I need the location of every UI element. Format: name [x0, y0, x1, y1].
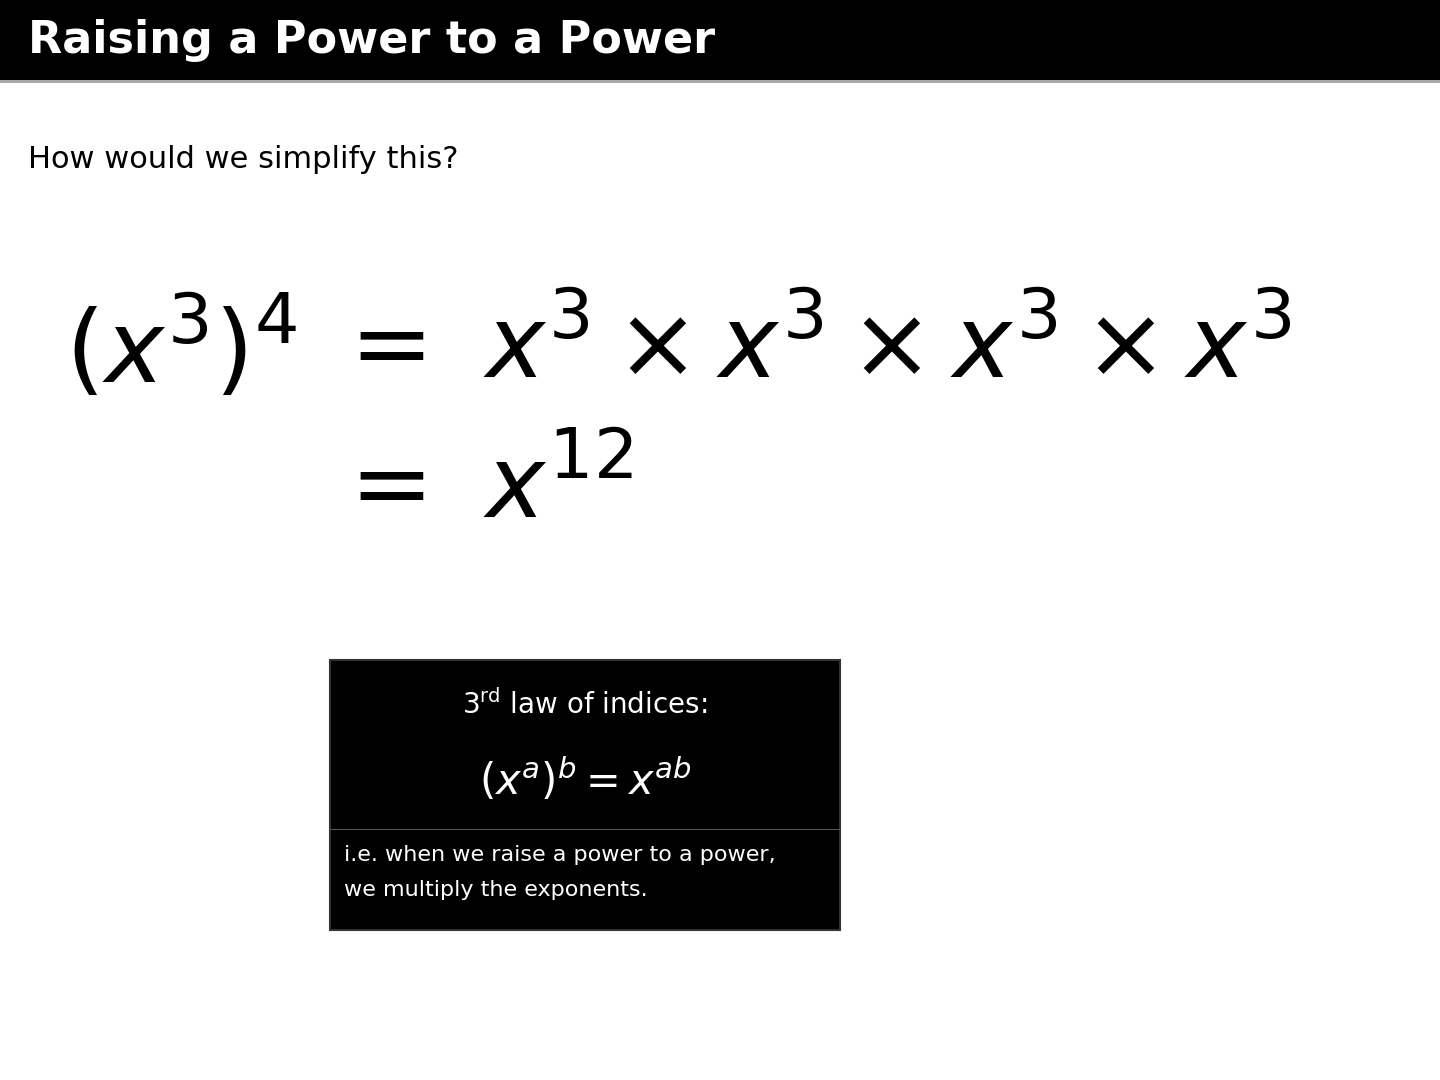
- Text: Raising a Power to a Power: Raising a Power to a Power: [27, 18, 716, 62]
- Text: we multiply the exponents.: we multiply the exponents.: [344, 880, 648, 900]
- Text: i.e. when we raise a power to a power,: i.e. when we raise a power to a power,: [344, 845, 776, 865]
- Text: $\mathit{(x^3)^4}$: $\mathit{(x^3)^4}$: [65, 296, 298, 404]
- Text: How would we simplify this?: How would we simplify this?: [27, 146, 458, 175]
- Text: $\mathbf{\mathit{(x^a)^b}} = \mathbf{\mathit{x^{ab}}}$: $\mathbf{\mathit{(x^a)^b}} = \mathbf{\ma…: [478, 756, 691, 805]
- Bar: [330, 660, 840, 930]
- Bar: [0, 0, 1440, 80]
- Text: $=\ \mathit{x}^3 \times \mathit{x}^3 \times \mathit{x}^3 \times \mathit{x}^3$: $=\ \mathit{x}^3 \times \mathit{x}^3 \ti…: [330, 301, 1292, 399]
- Bar: [330, 828, 840, 831]
- Text: $3^{\mathregular{rd}}$ law of indices:: $3^{\mathregular{rd}}$ law of indices:: [462, 690, 707, 720]
- Bar: [0, 80, 1440, 83]
- Text: $=\ \mathit{x}^{12}$: $=\ \mathit{x}^{12}$: [330, 442, 634, 539]
